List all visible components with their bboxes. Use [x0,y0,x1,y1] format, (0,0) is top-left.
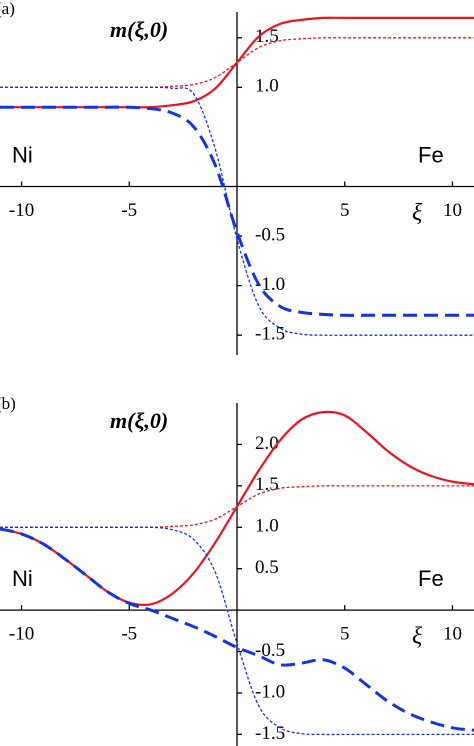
curve [0,105,474,317]
y-tick-label: -1.0 [255,274,285,295]
curve [0,37,474,89]
x-tick-label: 5 [340,623,350,644]
y-tick-label: -1.0 [255,681,285,702]
x-tick-label: 10 [443,200,462,221]
panel-label: (a) [0,0,15,18]
annotation: Fe [418,142,444,167]
y-tick-label: 1.0 [255,516,279,537]
panel-label: (b) [0,394,16,413]
axis-title: m(ξ,0) [110,408,168,433]
y-tick-label: 2.0 [255,433,279,454]
x-tick-label: 10 [443,623,462,644]
y-tick-label: -0.5 [255,640,285,661]
curve [0,485,474,528]
y-tick-label: 1.0 [255,76,279,97]
curve [0,526,474,736]
y-tick-label: -1.5 [255,723,285,744]
curve [0,86,474,336]
x-axis-label: ξ [412,624,423,650]
y-tick-label: -1.5 [255,324,285,345]
axis-title: m(ξ,0) [110,17,168,42]
y-tick-label: 1.5 [255,26,279,47]
y-tick-label: 1.5 [255,474,279,495]
x-axis-label: ξ [412,200,423,226]
y-tick-label: -0.5 [255,224,285,245]
curve [0,527,474,732]
x-tick-label: -10 [9,200,34,221]
annotation: Ni [12,142,33,167]
annotation: Ni [12,566,33,591]
x-tick-label: -5 [121,200,137,221]
annotation: Fe [418,566,444,591]
y-tick-label: 0.5 [255,557,279,578]
x-tick-label: 5 [340,200,350,221]
x-tick-label: -10 [9,623,34,644]
x-tick-label: -5 [121,623,137,644]
